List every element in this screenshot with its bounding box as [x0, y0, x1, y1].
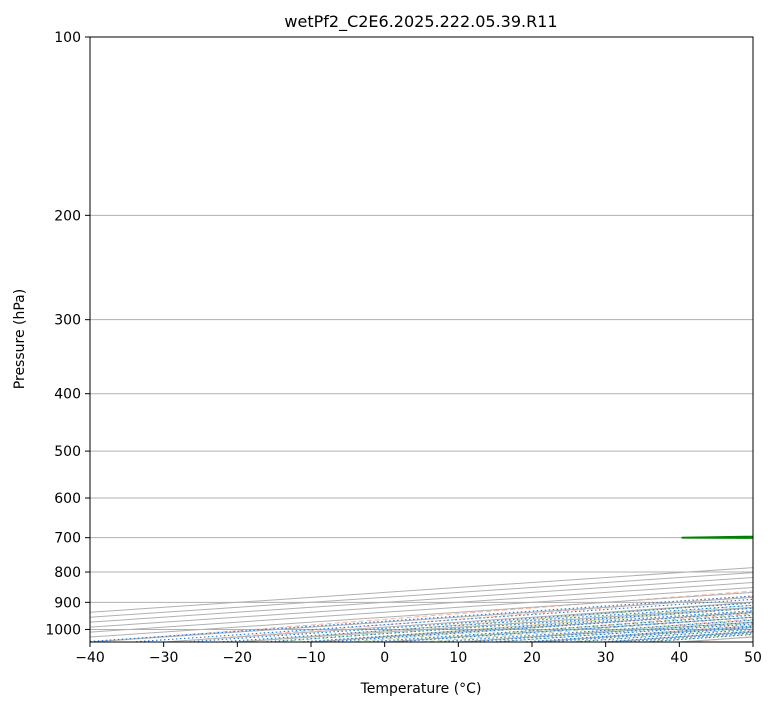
- isotherm-line: [679, 37, 775, 642]
- axes: −40 −30 −20 −10 0 10 20 30 40 50 100 200 300 400 500 60…: [45, 30, 762, 666]
- moist-adiabat-line: [679, 37, 775, 642]
- x-tick-label: 0: [380, 650, 389, 666]
- plot-frame: [90, 37, 753, 642]
- moist-adiabat-line: [532, 37, 775, 642]
- y-axis-label: Pressure (hPa): [12, 289, 28, 389]
- isotherm-line: [0, 37, 775, 642]
- moist-adiabat-line: [311, 37, 775, 642]
- y-tick-label: 900: [54, 595, 81, 611]
- isotherm-line: [90, 37, 775, 642]
- dry-adiabat-line: [539, 37, 775, 642]
- y-tick-label: 200: [54, 208, 81, 224]
- mixing-ratio-line: [263, 441, 775, 642]
- dry-adiabat-line: [763, 37, 775, 642]
- moist-adiabat-line: [569, 37, 775, 642]
- moist-adiabat-line: [237, 37, 775, 642]
- dry-adiabat-line: [91, 37, 775, 642]
- isotherm-line: [385, 37, 775, 642]
- clipped-layer: 0.10.20.40.611.52346810131620253036-100-…: [0, 37, 775, 642]
- moist-adiabat-line: [422, 37, 775, 642]
- moist-adiabat-line: [458, 37, 775, 642]
- x-tick-label: 20: [523, 650, 541, 666]
- y-tick-label: 400: [54, 387, 81, 403]
- dry-adiabat-line: [613, 37, 775, 642]
- isotherm-line: [0, 37, 775, 642]
- isotherm-line: [16, 37, 775, 642]
- moist-adiabat-line: [348, 37, 775, 642]
- dry-adiabat-line: [315, 37, 775, 642]
- moist-adiabat-line: [385, 37, 775, 642]
- moist-adiabat-line: [643, 37, 775, 642]
- x-tick-label: −30: [149, 650, 179, 666]
- x-tick-label: −10: [296, 650, 326, 666]
- dry-adiabat-line: [688, 37, 775, 642]
- isotherm-line: [311, 37, 775, 642]
- y-tick-label: 600: [54, 491, 81, 507]
- isotherm-line: [0, 37, 775, 642]
- isotherm-line: [164, 37, 775, 642]
- dry-adiabat-line: [240, 37, 775, 642]
- plot-area: 0.10.20.40.611.52346810131620253036-100-…: [0, 37, 775, 642]
- x-tick-label: 40: [670, 650, 688, 666]
- isotherm-line: [753, 37, 775, 642]
- dry-adiabat-line: [389, 37, 775, 642]
- y-tick-label: 1000: [45, 622, 81, 638]
- isotherm-line: [606, 37, 775, 642]
- isotherm-line: [532, 37, 775, 642]
- x-tick-label: 50: [744, 650, 762, 666]
- isotherm-line: [0, 37, 775, 642]
- y-tick-label: 700: [54, 531, 81, 547]
- isotherm-line: [0, 37, 775, 642]
- moist-adiabat-line: [274, 37, 775, 642]
- mixing-ratio-line: [82, 441, 775, 642]
- moist-adiabat-line: [495, 37, 775, 642]
- chart-title: wetPf2_C2E6.2025.222.05.39.R11: [284, 12, 557, 32]
- y-tick-label: 800: [54, 565, 81, 581]
- y-tick-label: 500: [54, 444, 81, 460]
- x-axis-label: Temperature (°C): [360, 681, 482, 697]
- y-tick-label: 300: [54, 313, 81, 329]
- isotherm-line: [458, 37, 775, 642]
- x-tick-label: −40: [75, 650, 105, 666]
- y-tick-label: 100: [54, 30, 81, 46]
- moist-adiabat-line: [606, 37, 775, 642]
- x-tick-label: −20: [223, 650, 253, 666]
- x-tick-label: 30: [597, 650, 615, 666]
- mixing-ratio-line: [394, 441, 775, 642]
- x-tick-label: 10: [449, 650, 467, 666]
- mixing-ratio-line: [132, 441, 775, 642]
- dry-adiabat-line: [165, 37, 775, 642]
- profile-line: [682, 37, 775, 585]
- isotherm-line: [237, 37, 775, 642]
- dry-adiabat-line: [464, 37, 775, 642]
